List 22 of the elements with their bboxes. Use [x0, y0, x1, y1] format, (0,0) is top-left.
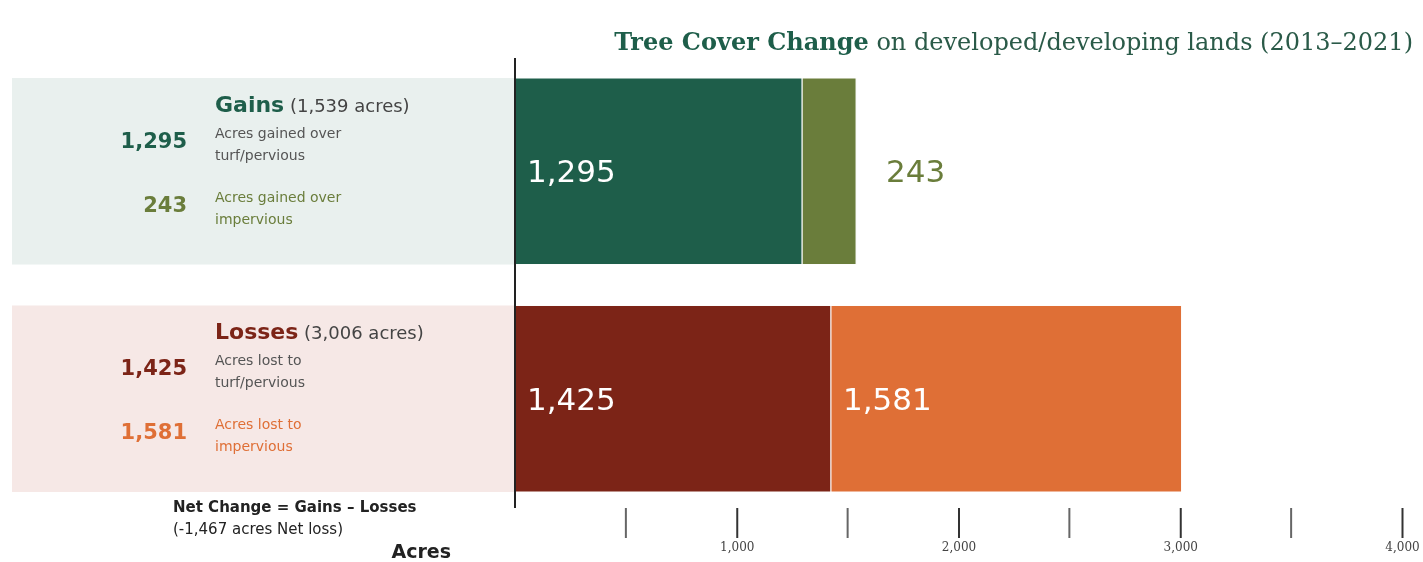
data-label: 1,425	[527, 380, 616, 417]
data-label: 1,581	[842, 380, 932, 417]
text: 1,295	[120, 129, 187, 153]
text: Acres gained over turf/pervious	[215, 125, 342, 163]
text: Acres lost to impervious	[215, 416, 302, 455]
y-tick-label: Gains (1,539 acres)	[215, 92, 410, 117]
text: Acres lost to turf/pervious	[215, 352, 305, 391]
text: 243	[143, 193, 187, 217]
text: 1,425	[120, 356, 187, 381]
x-tick-label: 1,000	[720, 539, 755, 554]
text: Acres gained over impervious	[215, 189, 342, 227]
data-label: 243	[886, 153, 946, 190]
x-tick-label: 3,000	[1163, 539, 1198, 554]
data-label: 1,295	[527, 153, 616, 190]
y-tick-label: Losses (3,006 acres)	[215, 319, 424, 345]
x-tick-label: 2,000	[941, 539, 977, 554]
x-tick-label: 4,000	[1385, 539, 1420, 554]
x-axis-title: Acres	[391, 540, 451, 562]
text: 1,581	[120, 420, 187, 445]
text: (-1,467 acres Net loss)	[173, 520, 343, 538]
text: Net Change = Gains – Losses	[173, 498, 417, 516]
chart-title: Tree Cover Change on developed/developing lands (2013–2021)	[614, 27, 1413, 56]
